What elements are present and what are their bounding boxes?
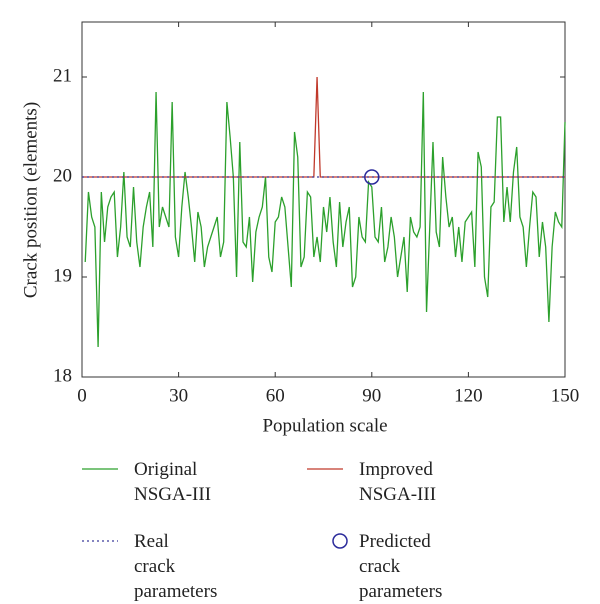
page: {"chart_data": {"type": "line", "xlabel"…: [20, 21, 580, 602]
series-line: [82, 76, 565, 178]
x-tick-label: 0: [77, 385, 87, 406]
y-tick-label: 20: [53, 165, 72, 186]
legend-label: Real crack parameters: [134, 531, 218, 602]
legend-marker: [332, 533, 348, 549]
x-axis-label: Population scale: [262, 415, 387, 436]
y-axis-label: Crack position (elements): [20, 102, 41, 298]
x-tick-label: 90: [362, 385, 381, 406]
legend-label: Improved NSGA-III: [359, 459, 437, 505]
plot-frame: [81, 21, 566, 378]
legend-label: Predicted crack parameters: [359, 531, 443, 602]
x-tick-label: 30: [169, 385, 188, 406]
series-line: [84, 91, 566, 348]
x-tick-label: 60: [266, 385, 285, 406]
legend-label: Original NSGA-III: [134, 459, 212, 505]
chart: Population scale Crack position (element…: [20, 21, 580, 549]
y-tick-label: 21: [53, 65, 72, 86]
x-tick-label: 120: [454, 385, 483, 406]
y-tick-label: 19: [53, 265, 72, 286]
x-tick-label: 150: [551, 385, 580, 406]
predicted-marker: [364, 169, 380, 185]
y-tick-label: 18: [53, 365, 72, 386]
